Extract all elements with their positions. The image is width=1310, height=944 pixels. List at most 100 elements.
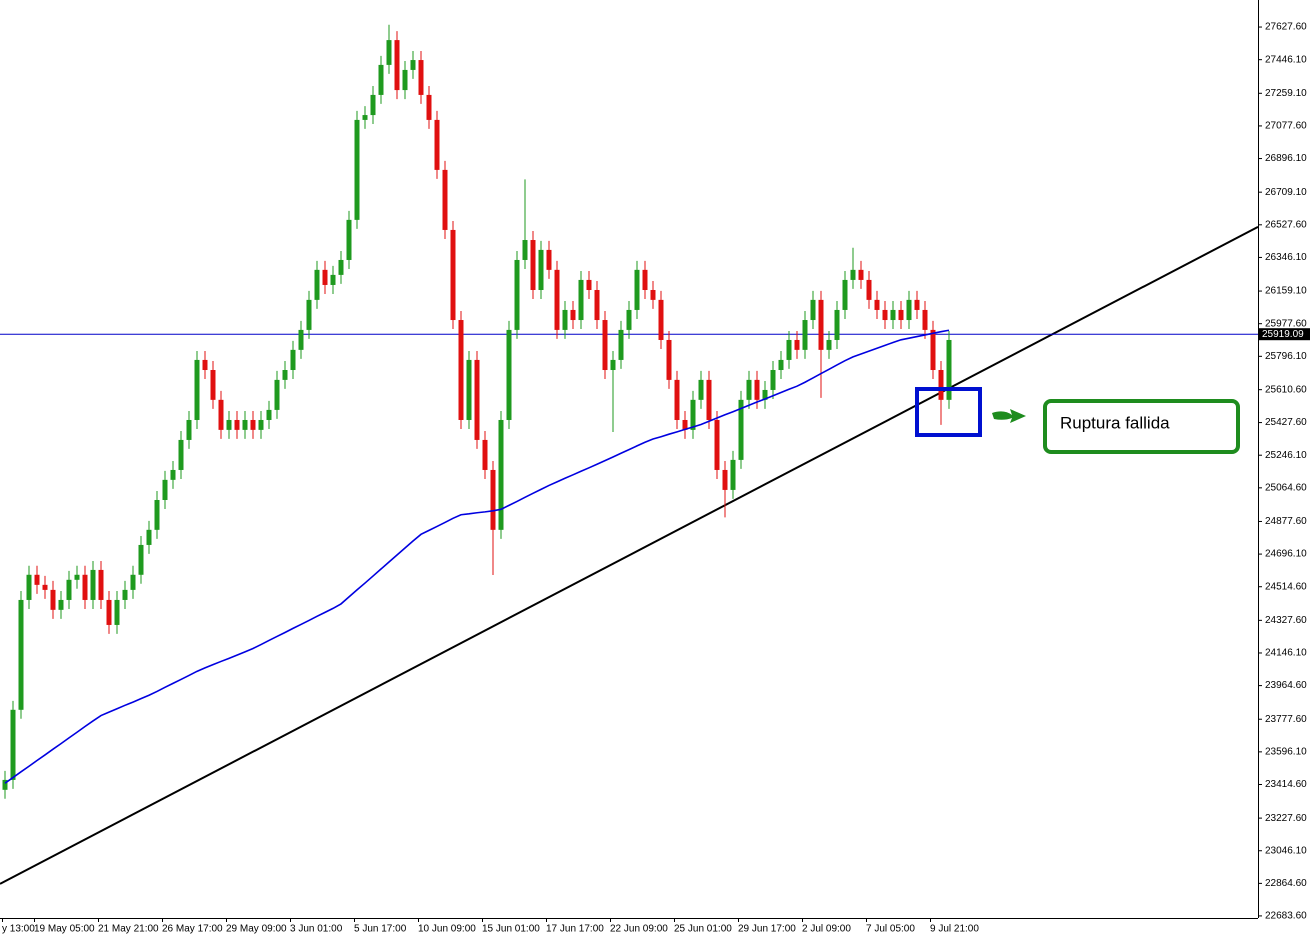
candle-body (730, 459, 736, 490)
candle-body (530, 240, 536, 290)
candle-body (906, 299, 912, 321)
candle-body (202, 359, 208, 371)
candle-body (266, 409, 272, 420)
candle-body (586, 279, 592, 290)
candle-body (218, 399, 224, 430)
y-tick-label: 23414.60 (1265, 779, 1307, 790)
candle-body (18, 599, 24, 710)
arrow (992, 409, 1026, 423)
y-tick-label: 26896.10 (1265, 153, 1307, 164)
candle-body (250, 419, 256, 430)
candle-body (554, 269, 560, 330)
y-tick-label: 25610.60 (1265, 384, 1307, 395)
candle-body (402, 69, 408, 91)
y-tick-label: 23046.10 (1265, 845, 1307, 856)
candle-body (690, 399, 696, 430)
candle-body (186, 419, 192, 440)
candle-body (114, 599, 120, 625)
y-tick-label: 26159.10 (1265, 286, 1307, 297)
candle-body (842, 279, 848, 310)
x-tick-label: 25 Jun 01:00 (674, 924, 732, 935)
candle-body (874, 299, 880, 310)
price-label-box (1259, 328, 1310, 341)
x-tick-label: 22 Jun 09:00 (610, 924, 668, 935)
candle-body (666, 339, 672, 380)
candle-body (754, 379, 760, 400)
candle-body (82, 574, 88, 600)
candle-body (322, 269, 328, 285)
candle-body (378, 64, 384, 95)
candle-body (642, 269, 648, 290)
candle-body (594, 289, 600, 321)
candle-body (226, 419, 232, 430)
candle-body (362, 115, 368, 120)
candle-body (602, 320, 608, 371)
y-tick-label: 23596.10 (1265, 746, 1307, 757)
y-tick-label: 23964.60 (1265, 680, 1307, 691)
candle-body (746, 379, 752, 400)
candle-body (570, 309, 576, 321)
candle-body (786, 339, 792, 360)
candle-body (50, 589, 56, 610)
candle-body (706, 379, 712, 420)
x-tick-label: y 13:00 (2, 924, 35, 935)
candle-body (10, 709, 16, 780)
x-tick-label: 10 Jun 09:00 (418, 924, 476, 935)
candle-body (682, 419, 688, 430)
candle-body (850, 269, 856, 280)
candle-body (810, 299, 816, 321)
candle-body (834, 309, 840, 340)
y-tick-label: 24696.10 (1265, 549, 1307, 560)
candle-body (458, 320, 464, 420)
candle-body (882, 309, 888, 321)
y-tick-label: 23777.60 (1265, 714, 1307, 725)
candle-body (234, 419, 240, 430)
candle-body (434, 119, 440, 170)
candle-body (330, 274, 336, 285)
candle-body (298, 329, 304, 350)
x-tick-label: 9 Jul 21:00 (930, 924, 979, 935)
x-tick-label: 15 Jun 01:00 (482, 924, 540, 935)
candle-body (106, 599, 112, 625)
candle-body (722, 469, 728, 490)
candle-body (506, 329, 512, 420)
candle-body (490, 469, 496, 530)
candle-body (314, 269, 320, 300)
candle-body (930, 329, 936, 371)
candle-body (386, 40, 392, 65)
candle-body (762, 389, 768, 400)
candle-body (194, 359, 200, 420)
candle-body (858, 269, 864, 280)
candle-body (210, 370, 216, 400)
x-tick-label: 29 Jun 17:00 (738, 924, 796, 935)
trendline (0, 226, 1259, 885)
y-tick-label: 25246.10 (1265, 450, 1307, 461)
candle-body (74, 574, 80, 580)
y-tick-label: 27259.10 (1265, 88, 1307, 99)
price-label: 25919.09 (1262, 329, 1304, 340)
candle-body (138, 544, 144, 575)
candle-body (794, 339, 800, 350)
x-tick-label: 19 May 05:00 (34, 924, 95, 935)
candle-body (146, 529, 152, 545)
candle-body (122, 589, 128, 600)
candle-body (658, 299, 664, 340)
y-tick-label: 24146.10 (1265, 648, 1307, 659)
x-tick-label: 7 Jul 05:00 (866, 924, 915, 935)
candle-body (618, 329, 624, 360)
y-tick-label: 24877.60 (1265, 516, 1307, 527)
candle-body (274, 379, 280, 410)
candle-body (26, 574, 32, 600)
candle-body (890, 309, 896, 321)
y-tick-label: 26527.60 (1265, 219, 1307, 230)
candle-body (546, 249, 552, 270)
candle-body (410, 60, 416, 70)
candle-body (346, 219, 352, 260)
candle-body (34, 574, 40, 585)
x-tick-label: 3 Jun 01:00 (290, 924, 343, 935)
candle-body (818, 299, 824, 350)
candle-body (898, 309, 904, 321)
candle-body (738, 399, 744, 460)
candle-body (634, 269, 640, 310)
